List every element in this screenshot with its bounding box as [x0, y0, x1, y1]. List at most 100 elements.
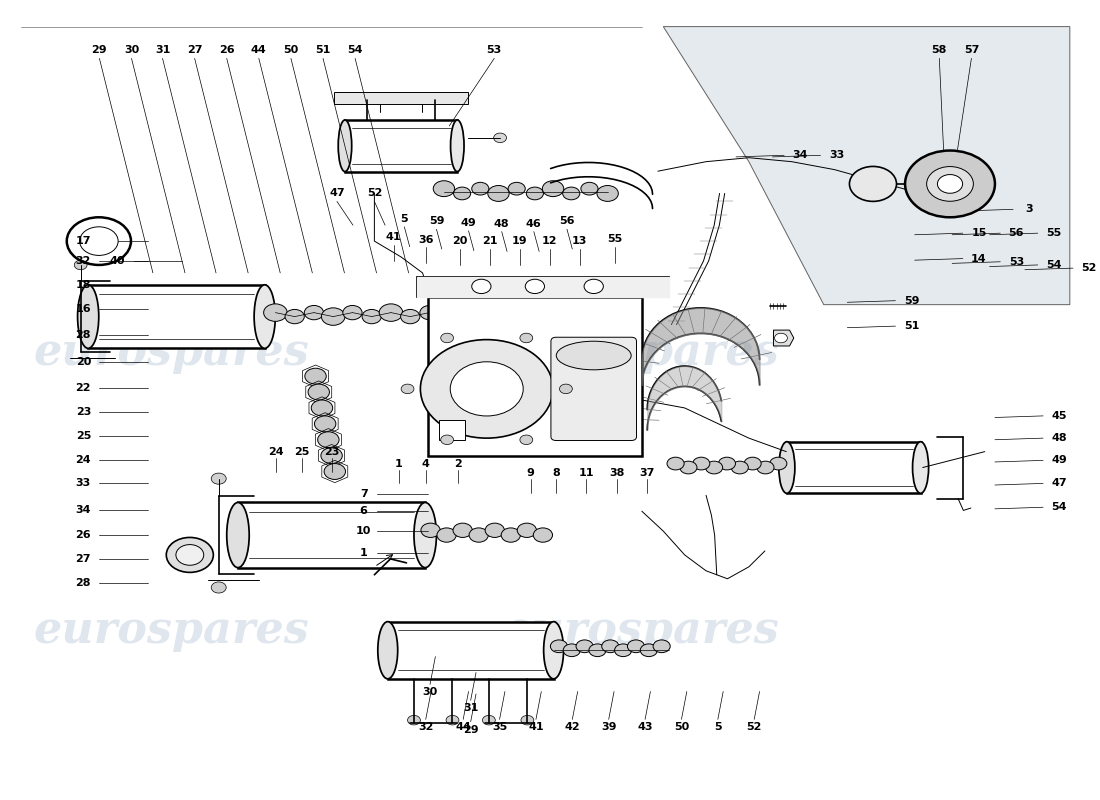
Text: 56: 56 [559, 216, 574, 226]
Text: 25: 25 [294, 446, 309, 457]
Circle shape [450, 362, 524, 416]
FancyBboxPatch shape [551, 338, 637, 441]
Circle shape [402, 384, 414, 394]
Circle shape [615, 644, 631, 657]
Text: 55: 55 [607, 234, 623, 244]
Circle shape [732, 461, 748, 474]
Text: 54: 54 [1046, 260, 1062, 270]
Circle shape [718, 457, 736, 470]
Circle shape [343, 306, 362, 320]
Circle shape [521, 715, 534, 725]
Text: 56: 56 [1009, 228, 1024, 238]
Circle shape [774, 334, 788, 342]
Circle shape [408, 715, 420, 725]
Circle shape [441, 333, 453, 342]
Text: 25: 25 [76, 430, 91, 441]
Text: 55: 55 [1046, 228, 1062, 238]
Text: 30: 30 [422, 687, 438, 698]
FancyBboxPatch shape [439, 420, 465, 440]
Circle shape [563, 644, 581, 657]
Text: 36: 36 [418, 234, 433, 245]
Circle shape [640, 644, 658, 657]
Text: 48: 48 [1052, 433, 1067, 443]
Text: 24: 24 [76, 454, 91, 465]
Circle shape [597, 186, 618, 202]
Text: 50: 50 [674, 722, 689, 732]
Text: 47: 47 [1052, 478, 1067, 489]
Text: 52: 52 [1081, 263, 1097, 273]
Text: 30: 30 [124, 46, 139, 55]
Text: 33: 33 [829, 150, 844, 160]
Circle shape [550, 640, 568, 653]
Ellipse shape [227, 502, 250, 568]
Text: 27: 27 [187, 46, 202, 55]
Circle shape [453, 187, 471, 200]
Circle shape [588, 644, 606, 657]
Text: 57: 57 [964, 46, 979, 55]
Circle shape [508, 182, 525, 195]
Circle shape [485, 523, 505, 538]
Text: 7: 7 [360, 489, 367, 498]
Ellipse shape [543, 622, 563, 679]
Text: 34: 34 [76, 505, 91, 514]
Text: 54: 54 [348, 46, 363, 55]
Text: eurospares: eurospares [33, 609, 309, 652]
Circle shape [318, 432, 339, 448]
Circle shape [520, 333, 532, 342]
Circle shape [937, 174, 962, 194]
Circle shape [433, 181, 454, 197]
FancyBboxPatch shape [88, 285, 265, 348]
Circle shape [437, 528, 456, 542]
Text: 43: 43 [637, 722, 652, 732]
Circle shape [520, 435, 532, 445]
Circle shape [705, 461, 723, 474]
Text: 2: 2 [454, 458, 462, 469]
Text: 53: 53 [1009, 257, 1024, 266]
Circle shape [285, 310, 305, 324]
Text: 18: 18 [76, 280, 91, 290]
Circle shape [315, 416, 336, 432]
Circle shape [472, 279, 491, 294]
Text: 53: 53 [486, 46, 502, 55]
FancyBboxPatch shape [388, 622, 553, 679]
Circle shape [525, 279, 544, 294]
Polygon shape [773, 330, 794, 346]
Text: 11: 11 [579, 468, 594, 478]
Text: eurospares: eurospares [504, 609, 780, 652]
Text: 32: 32 [418, 722, 433, 732]
Text: 14: 14 [971, 254, 987, 263]
Circle shape [680, 461, 697, 474]
Text: 13: 13 [572, 236, 587, 246]
Polygon shape [663, 26, 1070, 305]
Text: 37: 37 [639, 468, 654, 478]
Ellipse shape [414, 502, 437, 568]
Text: 44: 44 [455, 722, 471, 732]
Circle shape [534, 528, 552, 542]
Text: 45: 45 [1052, 411, 1067, 421]
Ellipse shape [78, 285, 99, 348]
Circle shape [166, 538, 213, 572]
Text: 59: 59 [904, 296, 920, 306]
Circle shape [526, 187, 543, 200]
Text: 51: 51 [316, 46, 331, 55]
Circle shape [264, 304, 287, 322]
Circle shape [324, 463, 345, 479]
Ellipse shape [338, 120, 352, 171]
Text: 26: 26 [219, 46, 234, 55]
Text: 29: 29 [91, 46, 107, 55]
Text: 1: 1 [360, 547, 367, 558]
Text: 50: 50 [284, 46, 298, 55]
Text: 4: 4 [421, 458, 430, 469]
Circle shape [487, 186, 509, 202]
Text: 1: 1 [395, 458, 403, 469]
Text: 59: 59 [429, 216, 444, 226]
Ellipse shape [451, 120, 464, 171]
FancyBboxPatch shape [345, 120, 458, 171]
Circle shape [602, 640, 619, 653]
Ellipse shape [779, 442, 795, 494]
Text: 49: 49 [1052, 455, 1067, 466]
Ellipse shape [557, 342, 631, 370]
Text: eurospares: eurospares [504, 331, 780, 374]
Text: 21: 21 [482, 236, 497, 246]
Text: 10: 10 [356, 526, 372, 536]
